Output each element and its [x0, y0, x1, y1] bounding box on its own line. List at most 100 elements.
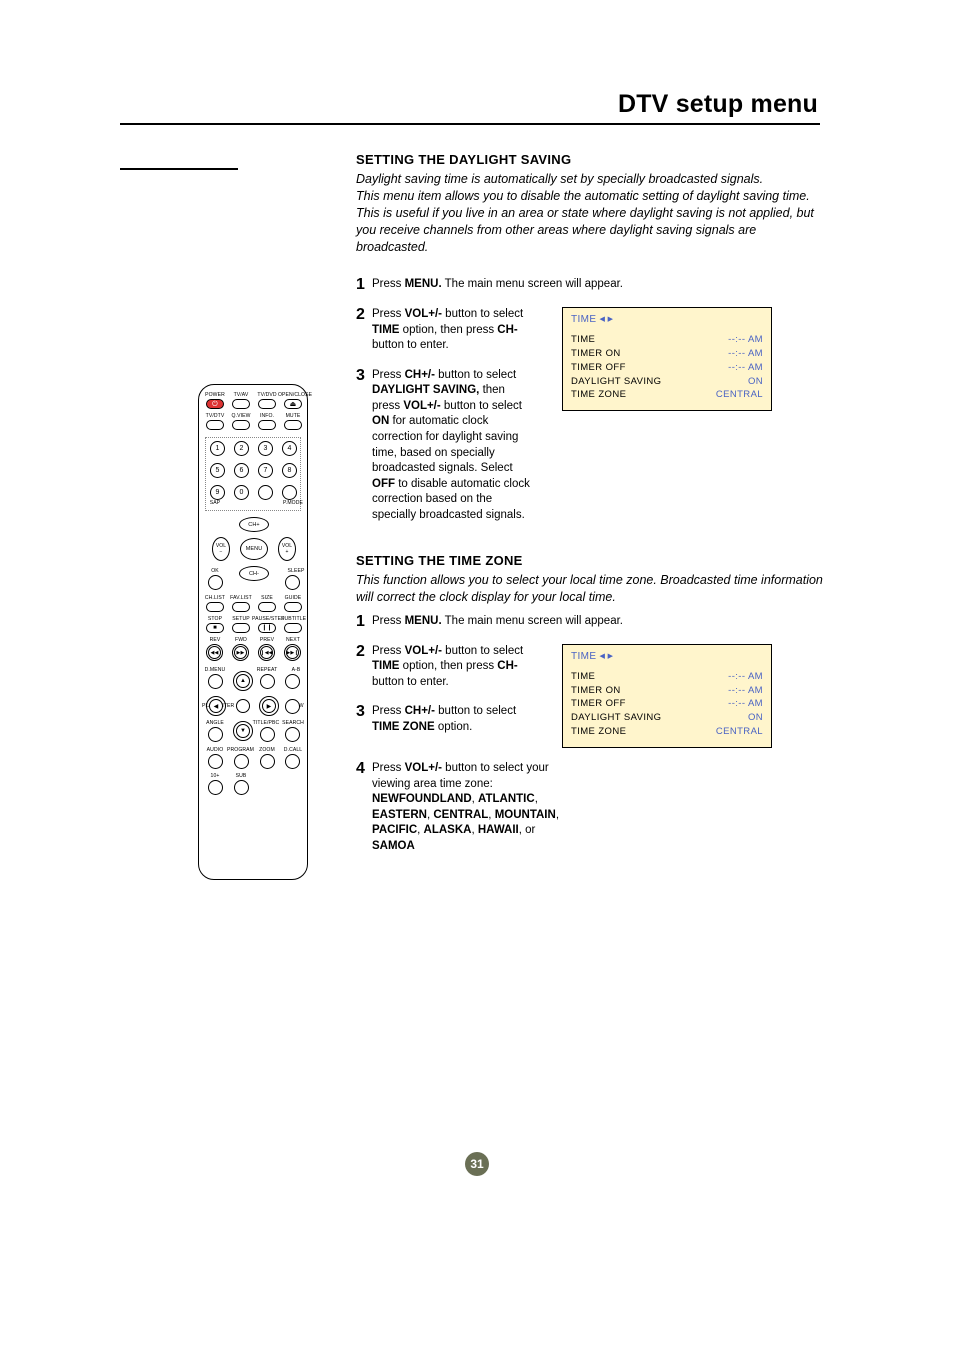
label-chlist: CH.LIST: [204, 595, 226, 601]
osd-row: TIMER ON--:-- AM: [571, 347, 763, 361]
step-text: Press CH+/- button to select DAYLIGHT SA…: [372, 368, 536, 523]
left-button[interactable]: ◀: [209, 699, 223, 713]
qview-button[interactable]: [232, 420, 250, 430]
dcall-button[interactable]: [285, 754, 300, 769]
page-title: DTV setup menu: [120, 90, 820, 119]
size-button[interactable]: [258, 602, 276, 612]
label-program: PROGRAM: [227, 747, 253, 753]
zoom-button[interactable]: [260, 754, 275, 769]
osd-row: DAYLIGHT SAVING ON: [571, 711, 763, 725]
up-button[interactable]: ▲: [236, 674, 250, 688]
label-next: NEXT: [282, 637, 304, 643]
num-5-button[interactable]: 5: [210, 463, 225, 478]
dmenu-button[interactable]: [208, 674, 223, 689]
osd-value: ON: [748, 711, 763, 725]
rev-button[interactable]: ◀◀: [208, 646, 221, 659]
sec1-step1: 1 Press MENU. The main menu screen will …: [356, 277, 828, 293]
tvav-button[interactable]: [232, 399, 250, 409]
sleep-button[interactable]: [285, 575, 300, 590]
num-9-button[interactable]: 9: [210, 485, 225, 500]
menu-button[interactable]: MENU: [240, 538, 268, 560]
tvdvd-button[interactable]: [258, 399, 276, 409]
label-dcall: D.CALL: [282, 747, 304, 753]
time-osd-2: TIME ◀ ▶ TIME--:-- AMTIMER ON--:-- AMTIM…: [562, 644, 772, 748]
chplus-button[interactable]: CH+: [239, 517, 269, 532]
step-number: 2: [356, 307, 372, 354]
sec1-step2: 2 Press VOL+/- button to select TIME opt…: [356, 307, 536, 354]
audio-button[interactable]: [208, 754, 223, 769]
num-6-button[interactable]: 6: [234, 463, 249, 478]
mute-button[interactable]: [284, 420, 302, 430]
osd-value: CENTRAL: [716, 725, 763, 739]
setup-button[interactable]: [232, 623, 250, 633]
osd-label: DAYLIGHT SAVING: [571, 375, 661, 389]
osd-row: DAYLIGHT SAVINGON: [571, 375, 763, 389]
step-number: 3: [356, 704, 372, 735]
num-4-button[interactable]: 4: [282, 441, 297, 456]
step-number: 4: [356, 761, 372, 854]
label-repeat: REPEAT: [256, 667, 278, 673]
label-power: POWER: [204, 392, 226, 398]
power-button[interactable]: ⏻: [206, 399, 224, 409]
down-button[interactable]: ▼: [236, 724, 250, 738]
volminus-button[interactable]: VOL −: [212, 537, 230, 561]
chlist-button[interactable]: [206, 602, 224, 612]
slow-button[interactable]: [285, 699, 300, 714]
osd-label: DAYLIGHT SAVING: [571, 711, 661, 725]
label-audio: AUDIO: [204, 747, 226, 753]
titlepbc-button[interactable]: [260, 727, 275, 742]
num-1-button[interactable]: 1: [210, 441, 225, 456]
chminus-button[interactable]: CH-: [239, 566, 269, 581]
num-3-button[interactable]: 3: [258, 441, 273, 456]
program-button[interactable]: [234, 754, 249, 769]
angle-button[interactable]: [208, 727, 223, 742]
repeat-button[interactable]: [260, 674, 275, 689]
osd-row: TIME ZONECENTRAL: [571, 388, 763, 402]
search-button[interactable]: [285, 727, 300, 742]
osd-label: TIMER OFF: [571, 361, 626, 375]
section1-heading: SETTING THE DAYLIGHT SAVING: [356, 152, 828, 167]
osd-title: TIME: [571, 314, 597, 325]
info-button[interactable]: [258, 420, 276, 430]
num-8-button[interactable]: 8: [282, 463, 297, 478]
sub-button[interactable]: [234, 780, 249, 795]
label-setup: SETUP: [230, 616, 252, 622]
osd-arrows-icon: ◀ ▶: [600, 316, 614, 323]
remote-control-diagram: POWER TV/AV TV/DVD OPEN/CLOSE ⏻ ⏏ TV/DTV…: [198, 384, 308, 880]
osd-label: TIME: [571, 670, 595, 684]
sec2-step2: 2 Press VOL+/- button to select TIME opt…: [356, 644, 536, 691]
subtitle-button[interactable]: [284, 623, 302, 633]
sap-button[interactable]: [258, 485, 273, 500]
pause-button[interactable]: ❙❙: [258, 623, 276, 633]
num-2-button[interactable]: 2: [234, 441, 249, 456]
tvdtv-button[interactable]: [206, 420, 224, 430]
fwd-button[interactable]: ▶▶: [234, 646, 247, 659]
num-0-button[interactable]: 0: [234, 485, 249, 500]
stop-button[interactable]: ■: [206, 623, 224, 633]
ok-button[interactable]: [208, 575, 223, 590]
label-titlepbc: TITLE/PBC: [252, 720, 280, 726]
volplus-button[interactable]: VOL +: [278, 537, 296, 561]
osd-row: TIME ZONECENTRAL: [571, 725, 763, 739]
label-subtitle: SUBTITLE: [281, 616, 305, 622]
enter-button[interactable]: [236, 699, 250, 713]
favlist-button[interactable]: [232, 602, 250, 612]
guide-button[interactable]: [284, 602, 302, 612]
osd-arrows-icon: ◀ ▶: [600, 653, 614, 660]
tenplus-button[interactable]: [208, 780, 223, 795]
short-rule: [120, 168, 238, 170]
section1-intro: Daylight saving time is automatically se…: [356, 171, 828, 255]
title-rule: [120, 123, 820, 125]
label-qview: Q.VIEW: [230, 413, 252, 419]
prev-button[interactable]: ❙◀◀: [260, 646, 273, 659]
num-7-button[interactable]: 7: [258, 463, 273, 478]
osd-label: TIMER OFF: [571, 697, 626, 711]
openclose-button[interactable]: ⏏: [284, 399, 302, 409]
next-button[interactable]: ▶▶❙: [286, 646, 299, 659]
osd-value: CENTRAL: [716, 388, 763, 402]
label-angle: ANGLE: [204, 720, 226, 726]
pmode-button[interactable]: [282, 485, 297, 500]
label-sleep: SLEEP: [285, 568, 307, 574]
ab-button[interactable]: [285, 674, 300, 689]
right-button[interactable]: ▶: [262, 699, 276, 713]
